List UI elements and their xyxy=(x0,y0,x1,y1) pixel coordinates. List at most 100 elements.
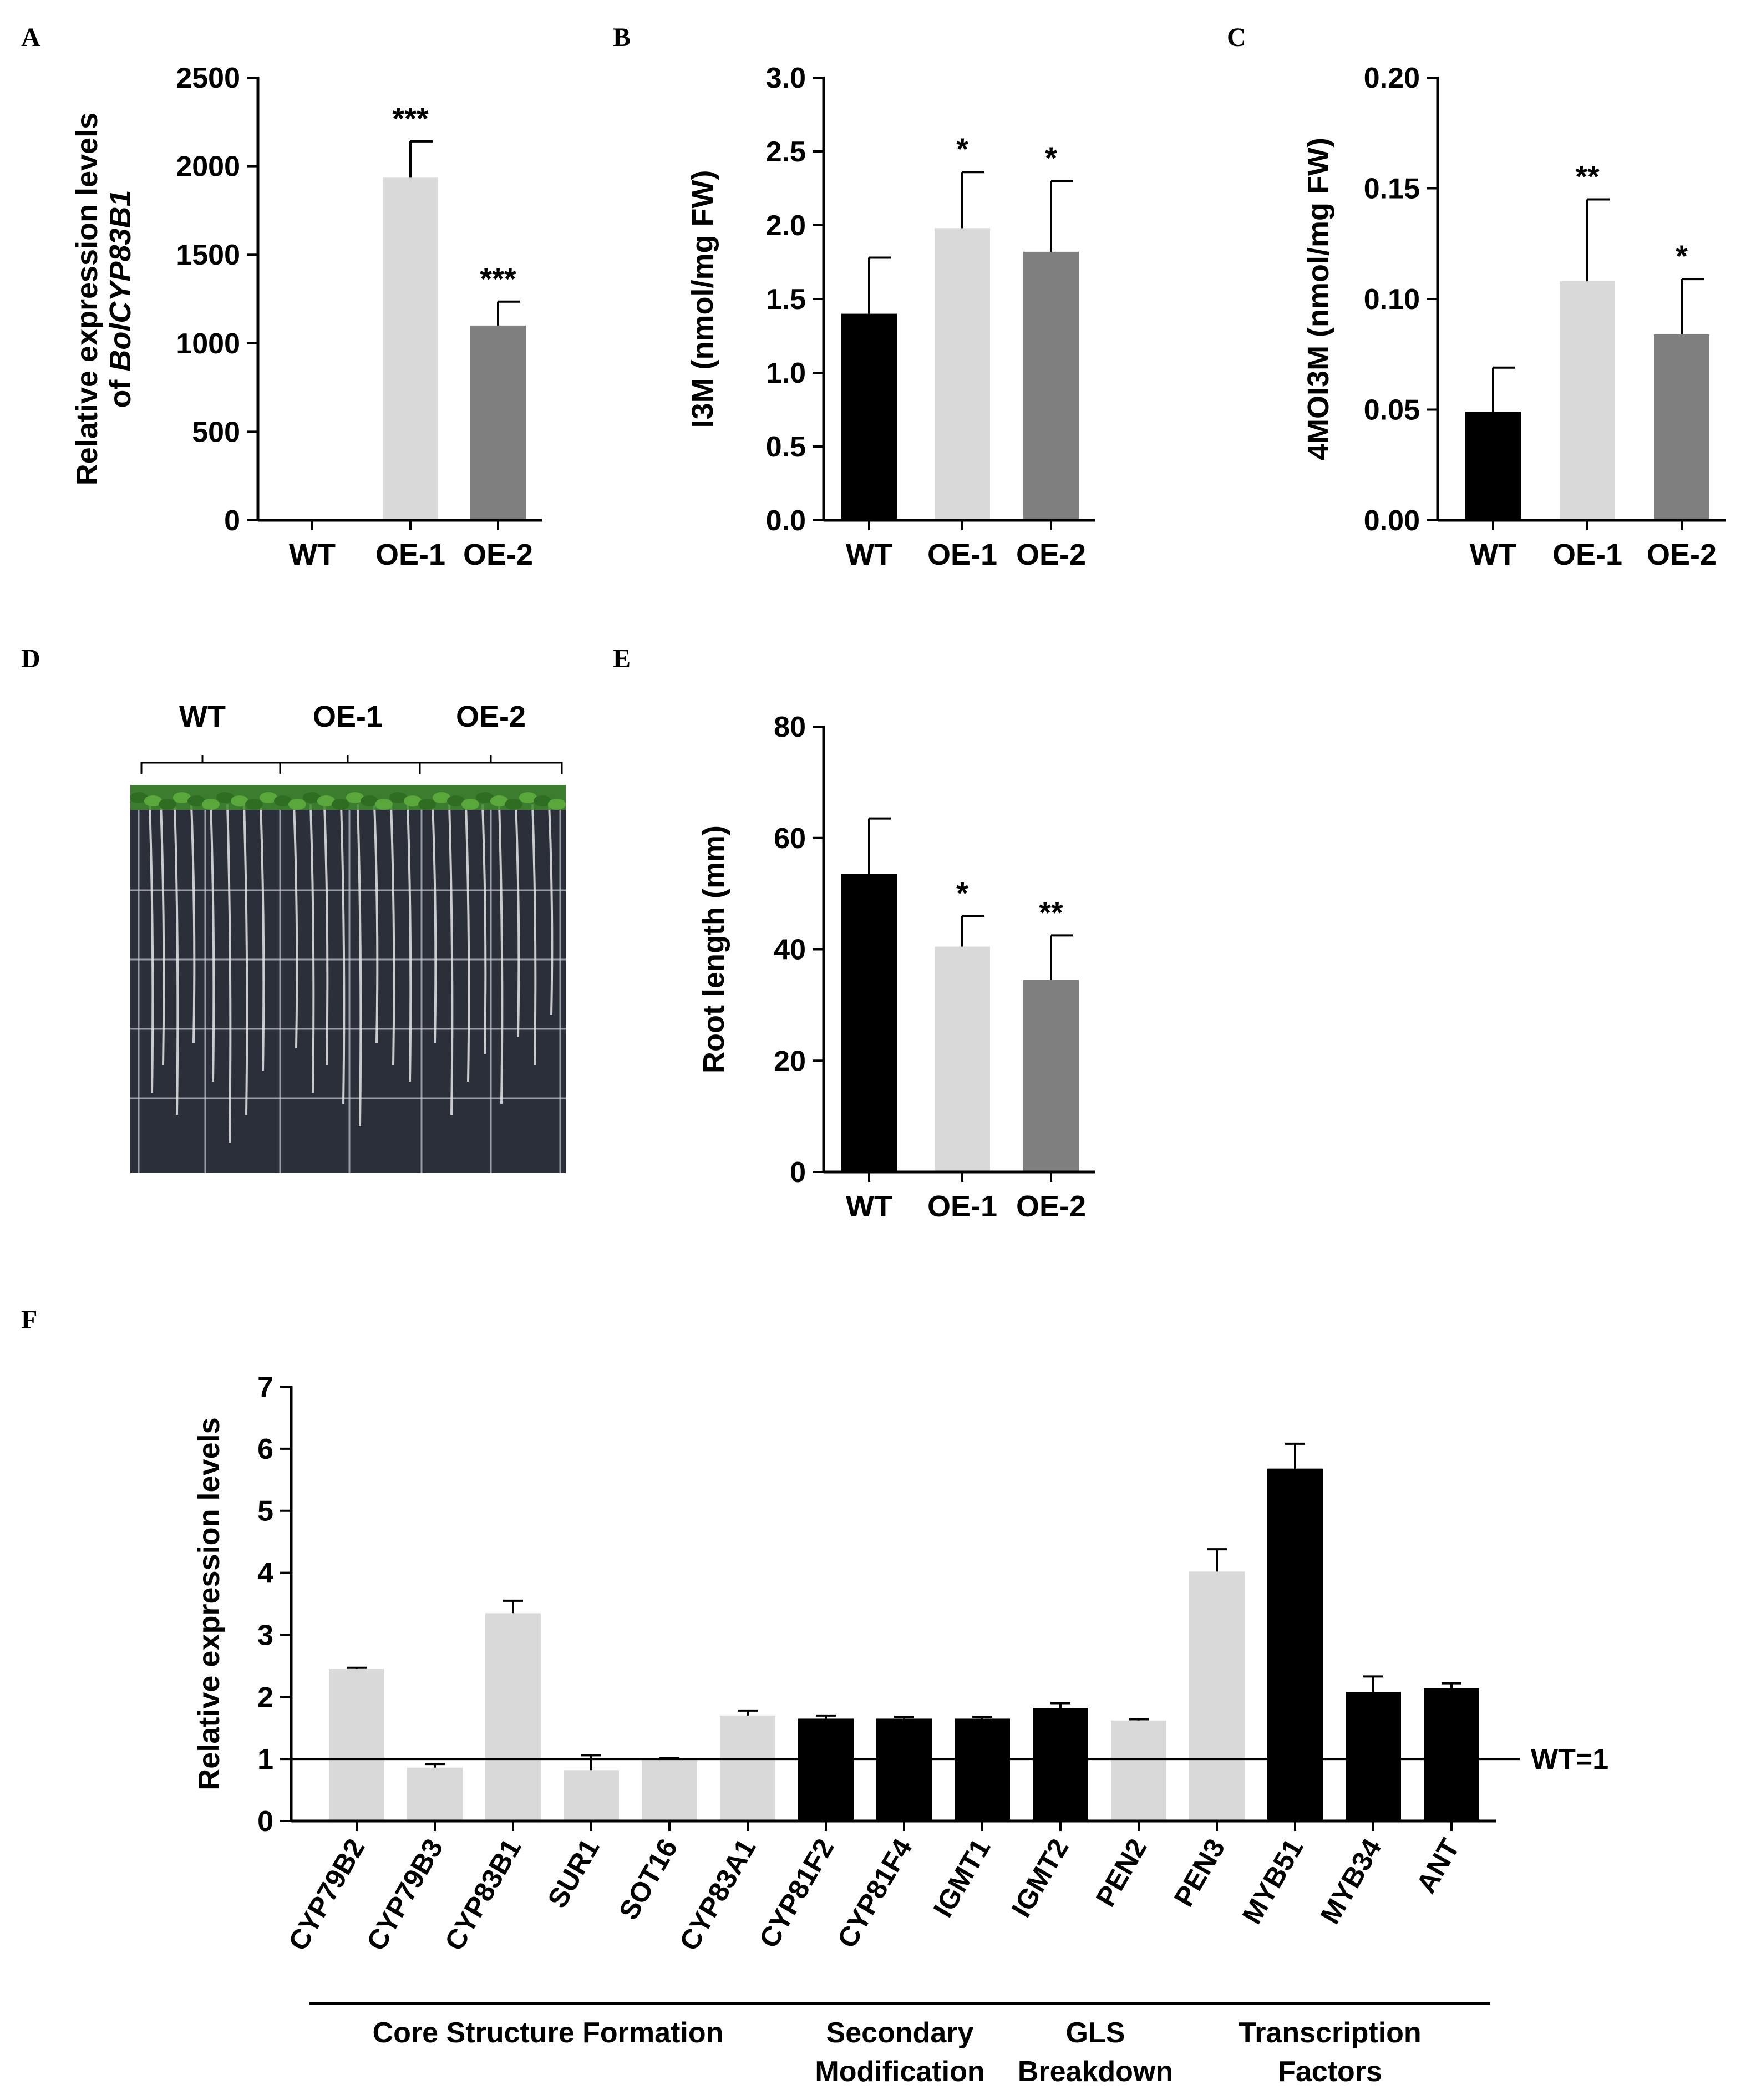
seedling-root-22 xyxy=(531,804,537,1066)
chart-b-x-tick-label-1: OE-1 xyxy=(927,538,997,571)
seedling-leaf-9 xyxy=(260,792,277,803)
seedling-leaf-22 xyxy=(447,795,465,806)
chart-e-significance-1: * xyxy=(956,875,968,910)
chart-f-x-tick-label-7: CYP81F4 xyxy=(831,1833,918,1953)
chart-b-y-label: I3M (nmol/mg FW) xyxy=(686,170,719,428)
seedling-root-20 xyxy=(498,804,504,1104)
chart-f-x-tick-label-12: MYB51 xyxy=(1236,1834,1310,1929)
chart-f-y-tick-label-0: 0 xyxy=(257,1805,273,1838)
seedling-leaf-24 xyxy=(476,792,494,803)
chart-f-y-tick-label-2: 2 xyxy=(257,1681,273,1713)
chart-e-y-tick-label-3: 60 xyxy=(774,823,806,855)
chart-f-error-bar-11 xyxy=(1207,1548,1227,1572)
chart-f-group-label-3-0: Transcription xyxy=(1239,2017,1421,2049)
seedling-root-0 xyxy=(149,804,154,1093)
seedling-root-9 xyxy=(309,804,315,1093)
chart-a-error-bar-1 xyxy=(409,140,433,178)
chart-c-significance-2: * xyxy=(1676,239,1688,273)
chart-b-y-tick-label-0: 0.0 xyxy=(766,505,806,537)
chart-f-bar-myb34 xyxy=(1346,1692,1401,1821)
chart-f-error-bar-1 xyxy=(425,1763,445,1768)
chart-b-y-tick-label-6: 3.0 xyxy=(766,62,806,94)
seedling-root-14 xyxy=(390,804,395,1066)
chart-f-x-tick-label-10: PEN2 xyxy=(1090,1834,1153,1912)
chart-f-error-bar-9 xyxy=(1050,1702,1070,1708)
seedling-leaf-23 xyxy=(461,799,479,810)
seedling-leaf-25 xyxy=(490,795,508,806)
seedling-leaf-8 xyxy=(245,799,263,810)
chart-a-x-tick-label-2: OE-2 xyxy=(463,538,533,571)
chart-f-bar-igmt2 xyxy=(1033,1708,1088,1821)
chart-f-bar-cyp79b2 xyxy=(329,1668,384,1821)
panel-letter-d: D xyxy=(21,644,40,673)
chart-a-bar-1 xyxy=(383,177,438,520)
chart-f-group-label-0-0: Core Structure Formation xyxy=(373,2017,724,2049)
chart-f-reference-label: WT=1 xyxy=(1531,1743,1608,1776)
chart-f-bar-cyp83a1 xyxy=(720,1715,775,1821)
chart-f-x-tick-label-4: SOT16 xyxy=(613,1834,684,1925)
chart-f-error-bar-5 xyxy=(738,1709,758,1716)
chart-b-error-bar-2 xyxy=(1050,180,1073,252)
chart-b-y-tick-label-2: 1.0 xyxy=(766,357,806,389)
chart-f-x-tick-label-14: ANT xyxy=(1410,1834,1466,1899)
chart-a-bar-2 xyxy=(470,325,526,520)
seedling-leaf-17 xyxy=(375,799,393,810)
seedling-leaf-28 xyxy=(534,795,551,806)
chart-f-error-bar-0 xyxy=(347,1666,367,1669)
seedling-leaf-16 xyxy=(361,795,378,806)
chart-b-bar-0 xyxy=(841,313,897,520)
seedling-root-12 xyxy=(357,804,362,1127)
chart-c-significance-1: ** xyxy=(1575,159,1600,194)
photo-group-label-oe2: OE-2 xyxy=(456,700,526,733)
chart-f-group-label-3-1: Factors xyxy=(1278,2056,1382,2088)
panel-letter-c: C xyxy=(1227,23,1246,52)
chart-c-y-tick-label-2: 0.10 xyxy=(1364,283,1420,316)
chart-f-bar-ant xyxy=(1424,1688,1479,1821)
chart-f-y-tick-label-3: 3 xyxy=(257,1619,273,1651)
seedling-root-6 xyxy=(243,804,248,1115)
chart-f-x-tick-label-1: CYP79B3 xyxy=(361,1834,449,1956)
chart-e-x-tick-label-2: OE-2 xyxy=(1016,1190,1086,1223)
seedling-root-19 xyxy=(481,804,487,1054)
chart-a-y-tick-label-4: 2000 xyxy=(176,151,240,183)
chart-f-bar-cyp81f4 xyxy=(876,1718,932,1821)
seedling-root-11 xyxy=(340,804,346,1104)
chart-e-bar-1 xyxy=(935,946,990,1172)
chart-b-x-tick-label-2: OE-2 xyxy=(1016,538,1086,571)
chart-c-bar-1 xyxy=(1560,281,1615,520)
seedling-leaf-3 xyxy=(173,792,191,803)
chart-f-x-tick-label-9: IGMT2 xyxy=(1006,1834,1075,1923)
chart-f-y-label: Relative expression levels xyxy=(192,1417,226,1790)
chart-e-y-tick-label-4: 80 xyxy=(774,711,806,743)
chart-e-x-tick-label-0: WT xyxy=(846,1190,892,1223)
seedling-leaf-29 xyxy=(548,799,566,810)
chart-b-error-bar-0 xyxy=(868,256,891,314)
chart-f-bar-igmt1 xyxy=(955,1718,1010,1821)
chart-b-x-tick-label-0: WT xyxy=(846,538,892,571)
chart-b-bar-2 xyxy=(1023,251,1079,520)
chart-e-root-length: WT * OE-1 ** OE-2 0 20 40 60 80 Root length (mm) xyxy=(697,711,1095,1223)
photo-bracket-wt xyxy=(140,755,281,774)
chart-e-significance-2: ** xyxy=(1039,895,1063,930)
chart-f-x-tick-label-8: IGMT1 xyxy=(927,1834,997,1923)
seedling-leaf-1 xyxy=(144,795,162,806)
seedling-leaf-13 xyxy=(317,795,335,806)
chart-e-y-tick-label-0: 0 xyxy=(790,1156,806,1189)
chart-c-bar-2 xyxy=(1654,334,1709,520)
chart-f-y-tick-label-7: 7 xyxy=(257,1371,273,1403)
seedling-leaf-20 xyxy=(418,799,436,810)
chart-b-bar-1 xyxy=(935,228,990,520)
chart-c-error-bar-1 xyxy=(1586,198,1610,282)
chart-a-significance-1: *** xyxy=(392,101,429,136)
chart-a-y-tick-label-5: 2500 xyxy=(176,62,240,94)
seedling-leaf-0 xyxy=(130,792,148,803)
seedling-leaf-5 xyxy=(202,799,220,810)
seedling-root-13 xyxy=(373,804,379,1043)
chart-f-y-tick-label-1: 1 xyxy=(257,1743,273,1776)
chart-f-x-tick-label-2: CYP83B1 xyxy=(439,1834,527,1956)
seedling-leaf-10 xyxy=(274,795,292,806)
chart-a-y-label-line2: of BolCYP83B1 xyxy=(104,190,137,408)
chart-f-bar-cyp79b3 xyxy=(407,1767,463,1821)
chart-b-y-tick-label-3: 1.5 xyxy=(766,283,806,316)
chart-f-bar-myb51 xyxy=(1267,1468,1323,1821)
